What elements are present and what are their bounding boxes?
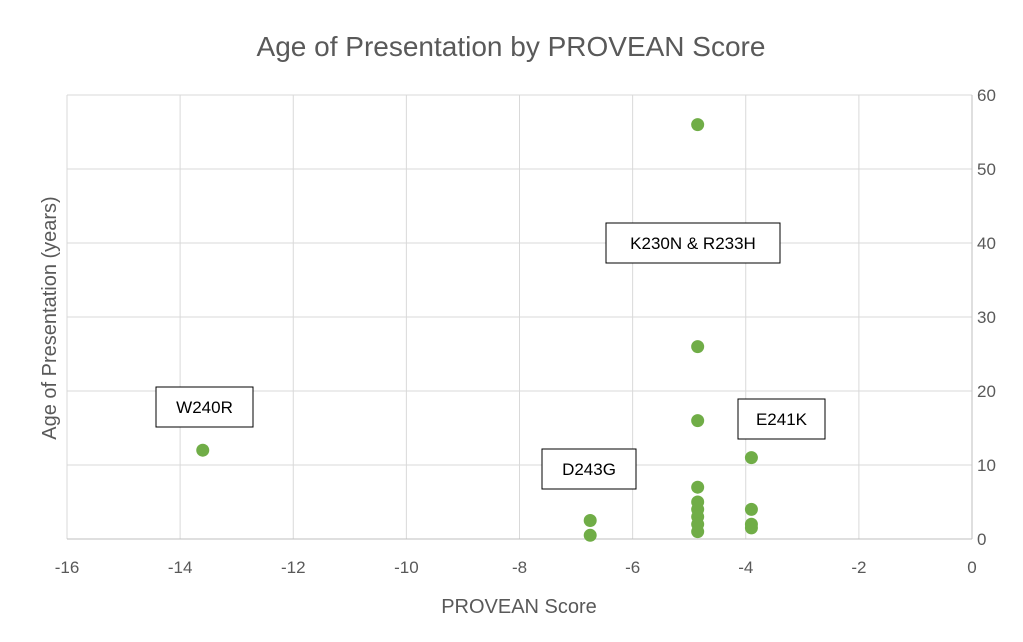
annotation-e241k: E241K bbox=[737, 398, 826, 440]
data-point bbox=[691, 525, 705, 539]
y-tick-labels: 0 10 20 30 40 50 60 bbox=[977, 86, 996, 549]
x-tick-label: -12 bbox=[281, 558, 306, 577]
chart-title: Age of Presentation by PROVEAN Score bbox=[257, 31, 766, 62]
annotation-label: E241K bbox=[756, 410, 808, 429]
data-points bbox=[196, 118, 758, 542]
x-tick-label: -10 bbox=[394, 558, 419, 577]
annotation-label: D243G bbox=[562, 460, 616, 479]
data-point bbox=[691, 118, 705, 132]
y-tick-label: 20 bbox=[977, 382, 996, 401]
annotation-k230n-r233h: K230N & R233H bbox=[605, 222, 781, 264]
x-tick-label: -8 bbox=[512, 558, 527, 577]
data-point bbox=[691, 480, 705, 494]
data-point bbox=[744, 451, 758, 465]
annotation-label: W240R bbox=[176, 398, 233, 417]
x-tick-label: -16 bbox=[55, 558, 80, 577]
y-tick-label: 30 bbox=[977, 308, 996, 327]
x-tick-label: -4 bbox=[738, 558, 753, 577]
x-tick-label: -6 bbox=[625, 558, 640, 577]
y-tick-label: 50 bbox=[977, 160, 996, 179]
data-point bbox=[583, 514, 597, 527]
x-axis-title: PROVEAN Score bbox=[441, 596, 597, 618]
data-point bbox=[196, 443, 210, 457]
data-point bbox=[744, 502, 758, 516]
annotations: W240R D243G K230N & R233H E241K bbox=[155, 222, 826, 490]
gridlines bbox=[66, 94, 972, 539]
data-point bbox=[583, 528, 597, 542]
data-point bbox=[744, 521, 758, 535]
annotation-d243g: D243G bbox=[541, 448, 637, 490]
data-point bbox=[691, 340, 705, 354]
data-point bbox=[691, 414, 705, 428]
y-tick-label: 0 bbox=[977, 530, 986, 549]
y-tick-label: 60 bbox=[977, 86, 996, 105]
x-tick-label: -2 bbox=[851, 558, 866, 577]
annotation-w240r: W240R bbox=[155, 386, 254, 428]
x-tick-labels: -16 -14 -12 -10 -8 -6 -4 -2 0 bbox=[55, 558, 977, 577]
annotation-label: K230N & R233H bbox=[630, 234, 756, 253]
axes bbox=[67, 95, 973, 540]
y-tick-label: 40 bbox=[977, 234, 996, 253]
y-tick-label: 10 bbox=[977, 456, 996, 475]
x-tick-label: -14 bbox=[168, 558, 193, 577]
x-tick-label: 0 bbox=[967, 558, 976, 577]
y-axis-title: Age of Presentation (years) bbox=[39, 196, 61, 439]
